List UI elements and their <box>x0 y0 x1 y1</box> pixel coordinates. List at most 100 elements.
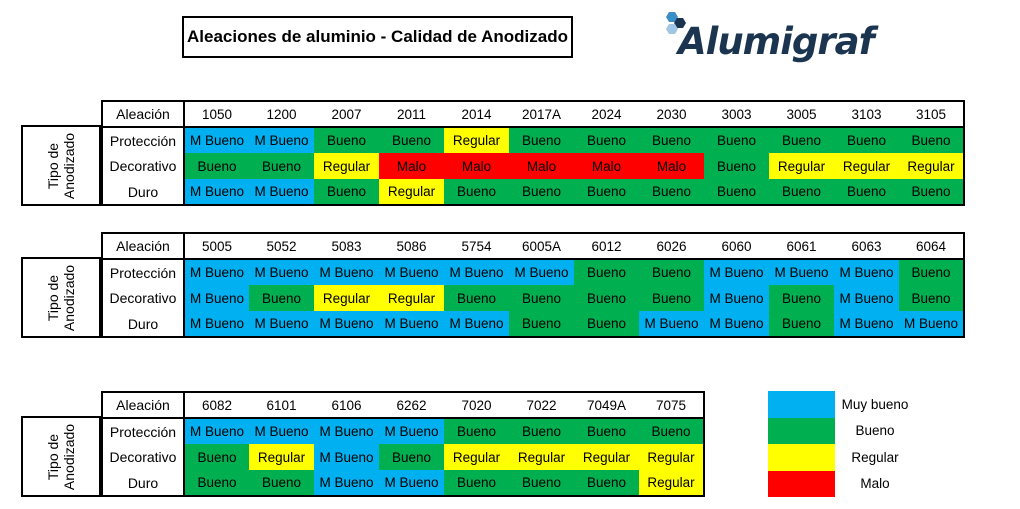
rating-cell: M Bueno <box>184 259 249 285</box>
rating-cell: Malo <box>574 153 639 179</box>
rating-cell: Malo <box>639 153 704 179</box>
rating-cell: Bueno <box>899 259 965 285</box>
alloy-header-cell: 3005 <box>769 100 834 128</box>
rating-cell: Regular <box>574 444 639 470</box>
rating-cell: Bueno <box>769 179 834 206</box>
rating-cell: Regular <box>314 153 379 179</box>
rating-cell: Bueno <box>314 179 379 206</box>
header-label: Aleación <box>101 391 185 419</box>
alloy-header-cell: 6106 <box>314 391 379 419</box>
row-label: Duro <box>101 179 185 206</box>
rating-cell: Bueno <box>379 444 444 470</box>
rating-cell: Bueno <box>314 127 379 153</box>
rating-cell: Bueno <box>899 179 965 206</box>
rating-cell: Bueno <box>834 179 899 206</box>
rating-cell: M Bueno <box>444 311 509 338</box>
rating-cell: M Bueno <box>184 418 249 444</box>
rating-cell: Bueno <box>704 153 769 179</box>
rating-cell: Regular <box>639 470 705 497</box>
alloy-header-cell: 7075 <box>639 391 705 419</box>
alloy-header-cell: 5052 <box>249 232 314 260</box>
header-label: Aleación <box>101 100 185 128</box>
rating-cell: M Bueno <box>834 259 899 285</box>
rating-cell: Bueno <box>249 153 314 179</box>
rating-cell: Regular <box>314 285 379 311</box>
alloy-header-cell: 3103 <box>834 100 899 128</box>
rating-cell: Bueno <box>184 153 249 179</box>
alloy-table-2: Aleación 5005 5052 5083 5086 5754 6005A 6012 602… <box>101 232 965 338</box>
row-group-label: Tipo de Anodizado <box>21 125 101 206</box>
page-title: Aleaciones de aluminio - Calidad de Anod… <box>182 16 573 58</box>
rating-cell: Bueno <box>834 127 899 153</box>
rating-cell: Bueno <box>574 285 639 311</box>
rating-cell: M Bueno <box>184 127 249 153</box>
logo-text: Alumigraf <box>678 20 875 63</box>
rating-cell: Bueno <box>509 311 574 338</box>
logo-hexagons-icon <box>666 12 686 34</box>
alloy-header-cell: 2007 <box>314 100 379 128</box>
alloy-header-cell: 6060 <box>704 232 769 260</box>
rating-cell: M Bueno <box>314 418 379 444</box>
legend-swatch <box>768 470 835 497</box>
rating-cell: Bueno <box>769 311 834 338</box>
rating-cell: M Bueno <box>249 179 314 206</box>
rating-cell: Bueno <box>184 444 249 470</box>
legend-item: Bueno <box>768 417 915 444</box>
legend-item: Malo <box>768 470 915 497</box>
rating-cell: Regular <box>639 444 705 470</box>
rating-cell: M Bueno <box>639 311 704 338</box>
alloy-header-cell: 1200 <box>249 100 314 128</box>
alloy-header-cell: 7049A <box>574 391 639 419</box>
alloy-header-cell: 5086 <box>379 232 444 260</box>
rating-cell: Malo <box>509 153 574 179</box>
rating-cell: Bueno <box>444 418 509 444</box>
rating-cell: Bueno <box>574 470 639 497</box>
alloy-table-1: Aleación 1050 1200 2007 2011 2014 2017A 2024 203… <box>101 100 965 206</box>
legend: Muy bueno Bueno Regular Malo <box>768 391 915 497</box>
alloy-header-cell: 2014 <box>444 100 509 128</box>
rating-cell: Regular <box>379 285 444 311</box>
alloy-header-cell: 6063 <box>834 232 899 260</box>
rating-cell: Bueno <box>704 127 769 153</box>
rating-cell: M Bueno <box>314 444 379 470</box>
rating-cell: M Bueno <box>249 259 314 285</box>
rating-cell: M Bueno <box>184 311 249 338</box>
alloy-header-cell: 6082 <box>184 391 249 419</box>
rating-cell: M Bueno <box>444 259 509 285</box>
rating-cell: M Bueno <box>769 259 834 285</box>
rating-cell: Bueno <box>574 259 639 285</box>
header-label: Aleación <box>101 232 185 260</box>
rating-cell: Bueno <box>509 470 574 497</box>
rating-cell: M Bueno <box>249 418 314 444</box>
legend-label: Muy bueno <box>841 396 909 412</box>
rating-cell: Bueno <box>509 418 574 444</box>
legend-swatch <box>768 444 835 471</box>
alloy-table-3: Aleación 6082 6101 6106 6262 7020 7022 7049A 707… <box>101 391 705 497</box>
rating-cell: Bueno <box>574 127 639 153</box>
legend-swatch <box>768 417 835 444</box>
alloy-header-cell: 6064 <box>899 232 965 260</box>
rating-cell: Regular <box>444 444 509 470</box>
rating-cell: Bueno <box>704 179 769 206</box>
legend-swatch <box>768 391 835 418</box>
rating-cell: Bueno <box>899 285 965 311</box>
alloy-header-cell: 2024 <box>574 100 639 128</box>
rating-cell: Bueno <box>379 127 444 153</box>
rating-cell: Bueno <box>184 470 249 497</box>
rating-cell: M Bueno <box>184 179 249 206</box>
rating-cell: Bueno <box>509 179 574 206</box>
rating-cell: Bueno <box>769 285 834 311</box>
rating-cell: Malo <box>444 153 509 179</box>
rating-cell: Bueno <box>574 179 639 206</box>
legend-label: Regular <box>851 449 899 465</box>
alloy-header-cell: 5083 <box>314 232 379 260</box>
alloy-header-cell: 3105 <box>899 100 965 128</box>
legend-item: Regular <box>768 444 915 471</box>
rating-cell: M Bueno <box>899 311 965 338</box>
alloy-header-cell: 7020 <box>444 391 509 419</box>
row-label: Protección <box>101 259 185 285</box>
rating-cell: Bueno <box>444 179 509 206</box>
alloy-header-cell: 2017A <box>509 100 574 128</box>
rating-cell: Bueno <box>249 470 314 497</box>
alloy-header-cell: 7022 <box>509 391 574 419</box>
